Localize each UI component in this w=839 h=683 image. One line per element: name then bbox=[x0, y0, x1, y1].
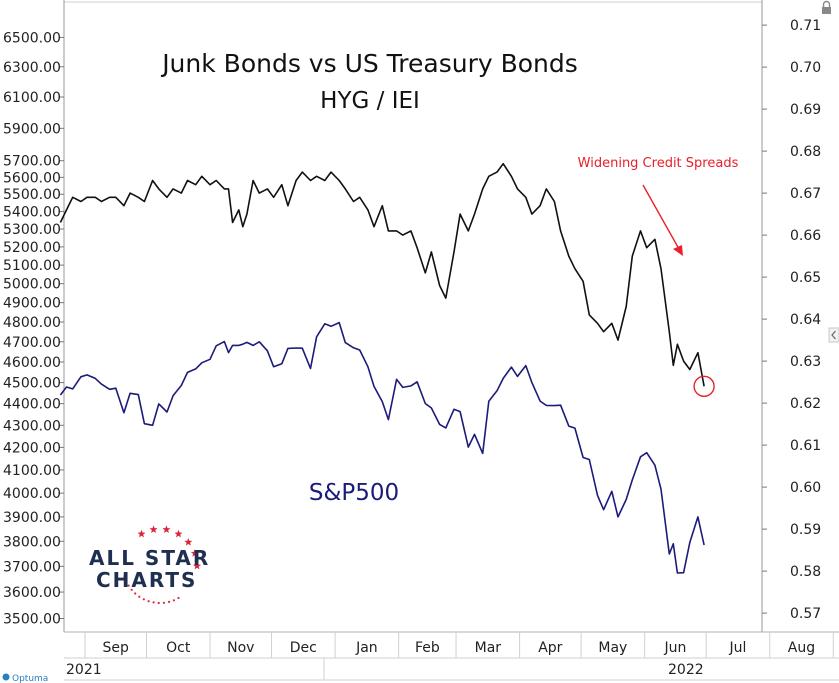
month-label: Nov bbox=[227, 640, 254, 656]
left-tick-label: 4200.00 bbox=[3, 440, 61, 456]
widening-spreads-annotation: Widening Credit Spreads bbox=[578, 156, 739, 171]
right-tick-label: 0.58 bbox=[790, 564, 821, 580]
month-label: Aug bbox=[788, 640, 815, 656]
logo-dot bbox=[162, 601, 165, 604]
logo-dot bbox=[134, 592, 137, 595]
logo-star bbox=[184, 538, 193, 546]
right-tick-label: 0.64 bbox=[790, 312, 821, 328]
month-label: Jan bbox=[355, 640, 378, 656]
month-label: Feb bbox=[415, 640, 440, 656]
right-tick-label: 0.62 bbox=[790, 396, 821, 412]
annotation-arrow-head bbox=[673, 245, 683, 256]
logo-dot bbox=[167, 600, 171, 604]
logo-star bbox=[149, 525, 158, 533]
left-tick-label: 4400.00 bbox=[3, 397, 61, 413]
left-tick-label: 3600.00 bbox=[3, 585, 61, 601]
sp500-line bbox=[59, 321, 705, 574]
left-tick-label: 4700.00 bbox=[3, 335, 61, 351]
all-star-charts-logo: ALL STAR CHARTS bbox=[89, 525, 210, 605]
right-axis-ticks: 0.71 0.70 0.69 0.68 0.67 0.66 0.65 0.64 0.63 0.62… bbox=[762, 18, 821, 622]
chart-title: Junk Bonds vs US Treasury Bonds bbox=[160, 49, 578, 78]
plot-area bbox=[63, 1, 763, 633]
logo-star bbox=[193, 561, 201, 570]
annotation-arrow-shaft bbox=[642, 184, 680, 250]
logo-dot bbox=[177, 596, 180, 600]
month-label: May bbox=[598, 640, 627, 656]
month-label: Oct bbox=[166, 640, 191, 656]
left-tick-label: 3700.00 bbox=[3, 559, 61, 575]
time-axis: Sep Oct Nov Dec Jan Feb Mar Apr May Jun Jul Aug 202… bbox=[64, 631, 839, 681]
optuma-brand: Optuma bbox=[2, 673, 48, 683]
left-tick-label: 6500.00 bbox=[3, 30, 61, 46]
right-tick-label: 0.66 bbox=[790, 228, 821, 244]
brand-text: Optuma bbox=[12, 674, 48, 683]
right-tick-label: 0.68 bbox=[790, 144, 821, 160]
logo-dot bbox=[125, 579, 128, 583]
year-label-2022: 2022 bbox=[668, 662, 704, 678]
right-tick-label: 0.65 bbox=[790, 270, 821, 286]
logo-dot bbox=[127, 584, 130, 587]
logo-text-line1: ALL STAR bbox=[89, 546, 210, 570]
left-tick-label: 4900.00 bbox=[3, 296, 61, 312]
left-tick-label: 5000.00 bbox=[3, 277, 61, 293]
left-tick-label: 5600.00 bbox=[3, 170, 61, 186]
logo-dot bbox=[142, 598, 145, 601]
logo-dot bbox=[157, 601, 160, 605]
endpoint-highlight-circle bbox=[693, 375, 715, 397]
hyg-iei-line bbox=[59, 162, 705, 387]
month-label: Jul bbox=[728, 640, 746, 656]
left-tick-label: 4300.00 bbox=[3, 418, 61, 434]
left-tick-label: 4000.00 bbox=[3, 486, 61, 502]
logo-dot bbox=[147, 600, 150, 603]
left-tick-label: 4600.00 bbox=[3, 355, 61, 371]
left-tick-label: 3800.00 bbox=[3, 534, 61, 550]
left-tick-label: 6100.00 bbox=[3, 90, 61, 106]
month-label: Jun bbox=[663, 640, 686, 656]
logo-dot bbox=[172, 599, 175, 602]
logo-stars bbox=[123, 525, 201, 605]
month-label: Dec bbox=[290, 640, 317, 656]
right-tick-label: 0.69 bbox=[790, 102, 821, 118]
right-tick-label: 0.59 bbox=[790, 522, 821, 538]
right-tick-label: 0.57 bbox=[790, 606, 821, 622]
left-tick-label: 4800.00 bbox=[3, 315, 61, 331]
month-label: Apr bbox=[538, 640, 562, 656]
logo-star bbox=[162, 525, 171, 533]
collapse-chevron-icon[interactable] bbox=[828, 327, 839, 343]
year-label-2021: 2021 bbox=[66, 662, 102, 678]
right-tick-label: 0.63 bbox=[790, 354, 821, 370]
logo-dot bbox=[123, 575, 126, 578]
right-tick-label: 0.71 bbox=[790, 18, 821, 34]
logo-dot bbox=[152, 601, 155, 604]
left-tick-label: 4100.00 bbox=[3, 463, 61, 479]
left-tick-label: 5100.00 bbox=[3, 258, 61, 274]
month-label: Mar bbox=[475, 640, 502, 656]
logo-dot bbox=[138, 595, 141, 598]
right-tick-label: 0.67 bbox=[790, 186, 821, 202]
logo-star bbox=[137, 529, 146, 538]
right-tick-label: 0.70 bbox=[790, 60, 821, 76]
left-tick-label: 5500.00 bbox=[3, 187, 61, 203]
logo-star bbox=[190, 549, 199, 557]
logo-text-line2: CHARTS bbox=[96, 568, 197, 592]
lock-icon[interactable] bbox=[822, 0, 831, 15]
month-label: Sep bbox=[103, 640, 130, 656]
logo-star bbox=[174, 529, 183, 538]
left-tick-label: 3900.00 bbox=[3, 510, 61, 526]
left-tick-label: 5700.00 bbox=[3, 154, 61, 170]
left-tick-label: 5900.00 bbox=[3, 121, 61, 137]
left-tick-label: 5400.00 bbox=[3, 204, 61, 220]
left-tick-label: 3500.00 bbox=[3, 611, 61, 627]
left-tick-label: 5200.00 bbox=[3, 240, 61, 256]
left-tick-label: 5300.00 bbox=[3, 222, 61, 238]
logo-dot bbox=[130, 588, 133, 591]
left-axis-ticks: 6500.00 6300.00 6100.00 5900.00 5700.005600.… bbox=[3, 30, 64, 627]
chart-subtitle: HYG / IEI bbox=[320, 88, 420, 114]
left-tick-label: 6300.00 bbox=[3, 60, 61, 76]
left-tick-label: 4500.00 bbox=[3, 376, 61, 392]
right-tick-label: 0.61 bbox=[790, 438, 821, 454]
right-tick-label: 0.60 bbox=[790, 480, 821, 496]
sp500-label: S&P500 bbox=[309, 480, 399, 506]
